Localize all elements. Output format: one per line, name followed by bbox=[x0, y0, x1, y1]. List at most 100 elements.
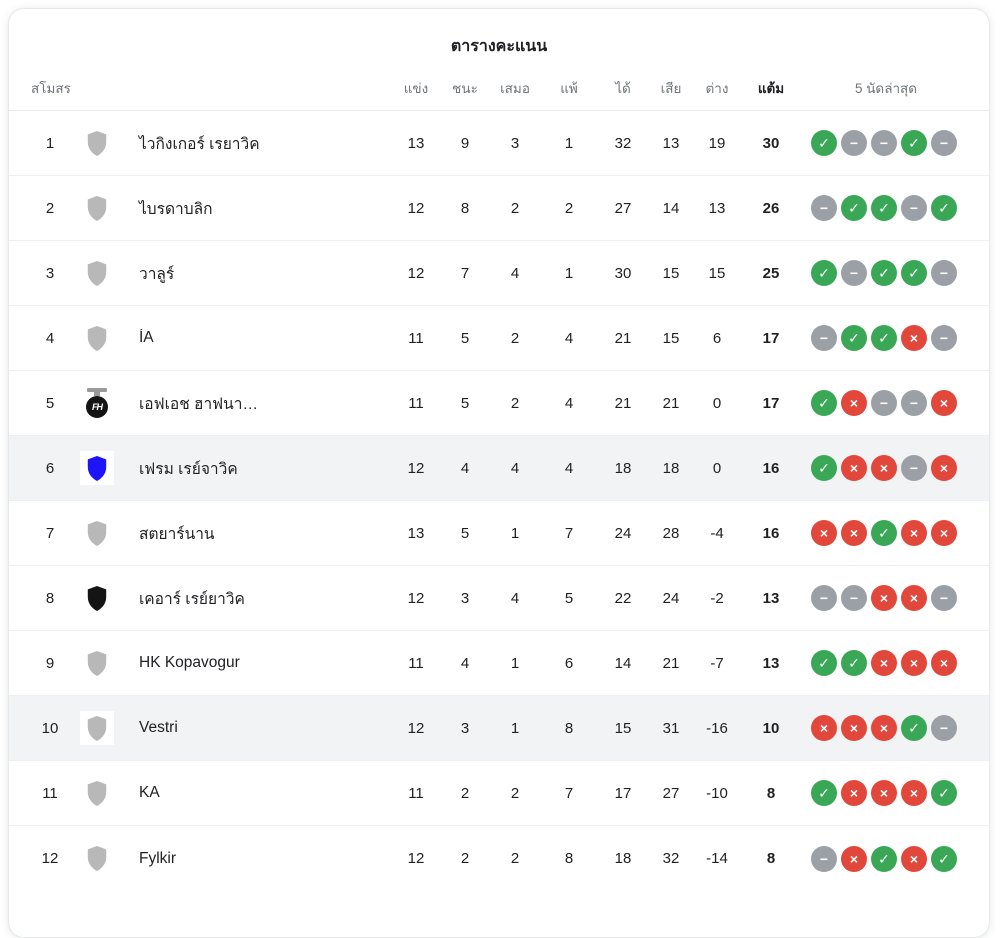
played-value: 11 bbox=[408, 394, 424, 412]
last5-form: × × ✓ × × bbox=[801, 520, 971, 546]
losses-value: 7 bbox=[564, 784, 574, 802]
header-goals-against: เสีย bbox=[660, 80, 682, 96]
goals-against-value: 24 bbox=[662, 589, 680, 607]
badge-backing bbox=[80, 842, 114, 876]
draws-value: 2 bbox=[510, 394, 520, 412]
badge-backing bbox=[80, 516, 114, 550]
goals-against-value: 31 bbox=[662, 719, 680, 737]
team-name: ไวกิงเกอร์ เรยาวิค bbox=[139, 135, 260, 153]
form-loss-icon: × bbox=[901, 780, 927, 806]
wins-value: 3 bbox=[460, 719, 470, 737]
goals-for-value: 18 bbox=[614, 459, 632, 477]
rank-number: 7 bbox=[45, 524, 55, 542]
goals-against-value: 21 bbox=[662, 654, 680, 672]
table-row[interactable]: 3 วาลูร์ 12 7 4 1 30 15 15 25 ✓ − ✓ ✓ − bbox=[9, 241, 989, 306]
shield-icon bbox=[87, 650, 107, 676]
draws-value: 2 bbox=[510, 850, 520, 867]
wins-value: 5 bbox=[460, 394, 470, 412]
badge-backing: FH bbox=[80, 386, 114, 420]
points-value: 16 bbox=[762, 524, 780, 542]
played-value: 12 bbox=[407, 199, 425, 217]
goal-diff-value: 0 bbox=[712, 459, 722, 477]
wins-value: 5 bbox=[460, 329, 470, 347]
form-win-icon: ✓ bbox=[811, 260, 837, 286]
team-badge-cell bbox=[69, 581, 125, 615]
form-loss-icon: × bbox=[871, 585, 897, 611]
goals-against-value: 15 bbox=[662, 329, 680, 347]
table-row[interactable]: 7 สตยาร์นาน 13 5 1 7 24 28 -4 16 × × ✓ × × bbox=[9, 501, 989, 566]
wins-value: 5 bbox=[460, 524, 470, 542]
form-win-icon: ✓ bbox=[931, 195, 957, 221]
goal-diff-value: -14 bbox=[706, 850, 728, 867]
table-row[interactable]: 2 ไบรดาบลิก 12 8 2 2 27 14 13 26 − ✓ ✓ − ✓ bbox=[9, 176, 989, 241]
played-value: 12 bbox=[407, 264, 425, 282]
goal-diff-value: 6 bbox=[712, 329, 722, 347]
points-value: 13 bbox=[762, 654, 780, 672]
form-loss-icon: × bbox=[871, 455, 897, 481]
shield-icon bbox=[87, 455, 107, 481]
last5-form: ✓ × × × ✓ bbox=[801, 780, 971, 806]
form-draw-icon: − bbox=[811, 845, 837, 872]
badge-backing bbox=[80, 646, 114, 680]
points-value: 16 bbox=[762, 459, 780, 477]
last5-form: − × ✓ × ✓ bbox=[801, 845, 971, 872]
rank-number: 10 bbox=[41, 719, 59, 737]
table-row[interactable]: 11 KA 11 2 2 7 17 27 -10 8 ✓ × × × ✓ bbox=[9, 761, 989, 826]
form-draw-icon: − bbox=[901, 195, 927, 221]
form-loss-icon: × bbox=[901, 585, 927, 611]
goal-diff-value: -2 bbox=[710, 589, 724, 607]
played-value: 11 bbox=[408, 329, 424, 347]
form-win-icon: ✓ bbox=[841, 325, 867, 351]
form-loss-icon: × bbox=[871, 715, 897, 741]
table-row[interactable]: 4 ÍA 11 5 2 4 21 15 6 17 − ✓ ✓ × − bbox=[9, 306, 989, 371]
form-loss-icon: × bbox=[931, 455, 957, 481]
form-draw-icon: − bbox=[931, 585, 957, 611]
form-loss-icon: × bbox=[931, 650, 957, 676]
rank-number: 11 bbox=[42, 784, 58, 802]
last5-form: ✓ × × − × bbox=[801, 455, 971, 481]
losses-value: 7 bbox=[564, 524, 574, 542]
table-row[interactable]: 9 HK Kopavogur 11 4 1 6 14 21 -7 13 ✓ ✓ × ×… bbox=[9, 631, 989, 696]
table-row[interactable]: 1 ไวกิงเกอร์ เรยาวิค 13 9 3 1 32 13 19 3… bbox=[9, 111, 989, 176]
form-win-icon: ✓ bbox=[901, 130, 927, 156]
rank-number: 2 bbox=[45, 199, 55, 217]
table-row[interactable]: 10 Vestri 12 3 1 8 15 31 -16 10 × × × ✓ − bbox=[9, 696, 989, 761]
form-win-icon: ✓ bbox=[811, 455, 837, 481]
rank-number: 6 bbox=[45, 459, 55, 477]
badge-backing bbox=[80, 451, 114, 485]
form-loss-icon: × bbox=[841, 715, 867, 741]
rank-number: 3 bbox=[45, 264, 55, 282]
goal-diff-value: -16 bbox=[706, 719, 728, 737]
draws-value: 4 bbox=[510, 264, 520, 282]
goals-for-value: 27 bbox=[614, 199, 632, 217]
form-draw-icon: − bbox=[931, 260, 957, 286]
goals-against-value: 18 bbox=[662, 459, 680, 477]
last5-form: ✓ − − ✓ − bbox=[801, 130, 971, 156]
points-value: 17 bbox=[762, 394, 780, 412]
team-name: ไบรดาบลิก bbox=[139, 200, 213, 218]
form-win-icon: ✓ bbox=[871, 520, 897, 546]
table-row[interactable]: 5 FH เอฟเอช ฮาฟนา… 11 5 2 4 21 21 0 17 ✓… bbox=[9, 371, 989, 436]
badge-backing bbox=[80, 321, 114, 355]
draws-value: 1 bbox=[510, 654, 520, 672]
table-row[interactable]: 6 เฟรม เรย์จาวิค 12 4 4 4 18 18 0 16 ✓ × ×… bbox=[9, 436, 989, 501]
form-draw-icon: − bbox=[901, 455, 927, 481]
table-row[interactable]: 12 Fylkir 12 2 2 8 18 32 -14 8 − × ✓ × ✓ bbox=[9, 826, 989, 891]
badge-backing bbox=[80, 126, 114, 160]
points-value: 10 bbox=[762, 719, 780, 737]
losses-value: 6 bbox=[564, 654, 574, 672]
table-row[interactable]: 8 เคอาร์ เรย์ยาวิค 12 3 4 5 22 24 -2 13 … bbox=[9, 566, 989, 631]
shield-icon bbox=[87, 715, 107, 741]
team-badge-cell bbox=[69, 451, 125, 485]
form-win-icon: ✓ bbox=[901, 260, 927, 286]
goals-for-value: 14 bbox=[614, 654, 632, 672]
shield-icon bbox=[87, 325, 107, 351]
team-name: Fylkir bbox=[139, 849, 177, 867]
last5-form: − − × × − bbox=[801, 585, 971, 611]
last5-form: × × × ✓ − bbox=[801, 715, 971, 741]
form-draw-icon: − bbox=[931, 130, 957, 156]
played-value: 11 bbox=[408, 654, 424, 672]
goals-against-value: 27 bbox=[662, 784, 680, 802]
goals-for-value: 22 bbox=[614, 589, 632, 607]
header-draws: เสมอ bbox=[500, 80, 530, 96]
